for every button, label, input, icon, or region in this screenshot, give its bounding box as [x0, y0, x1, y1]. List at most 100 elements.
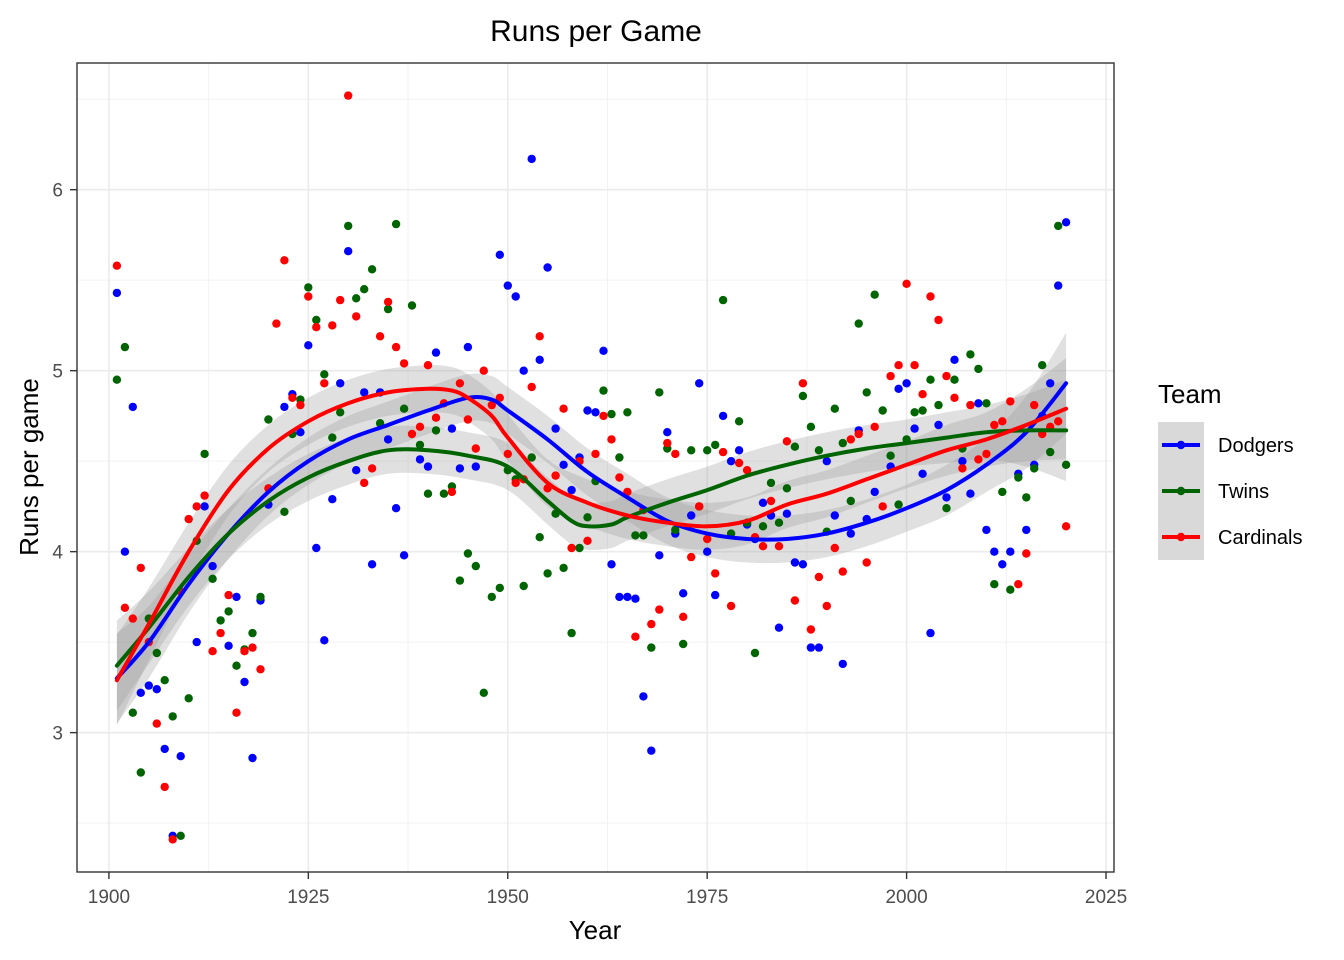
data-point: [1046, 447, 1055, 457]
data-point: [647, 643, 656, 652]
x-tick-label: 1950: [487, 887, 529, 908]
data-point: [407, 429, 417, 439]
data-point: [639, 531, 648, 540]
data-point: [671, 449, 680, 459]
data-point: [256, 665, 265, 674]
data-point: [726, 601, 736, 611]
data-point: [679, 589, 688, 598]
data-point: [431, 413, 441, 422]
data-point: [360, 478, 369, 488]
data-point: [383, 297, 393, 307]
data-point: [1014, 473, 1023, 482]
data-point: [1006, 547, 1015, 556]
data-point: [184, 694, 193, 703]
data-point: [200, 449, 209, 459]
legend-item-cardinals: Cardinals: [1158, 514, 1302, 560]
data-point: [982, 525, 991, 535]
legend-key-point: [1176, 440, 1186, 450]
data-point: [487, 400, 496, 410]
data-point: [352, 466, 361, 475]
data-point: [982, 449, 991, 459]
data-point: [567, 543, 576, 553]
data-point: [304, 341, 313, 350]
data-point: [599, 386, 608, 395]
data-point: [328, 495, 337, 504]
data-point: [200, 491, 209, 500]
data-point: [1022, 525, 1031, 535]
data-point: [399, 404, 409, 413]
data-point: [854, 319, 863, 328]
data-point: [583, 536, 592, 545]
data-point: [711, 590, 720, 600]
data-point: [926, 628, 935, 638]
data-point: [910, 361, 919, 370]
data-point: [312, 315, 321, 325]
data-point: [1030, 464, 1039, 473]
data-point: [455, 464, 465, 473]
data-point: [280, 256, 289, 265]
data-point: [296, 400, 305, 410]
data-point: [439, 489, 449, 498]
data-point: [495, 583, 504, 593]
data-point: [519, 366, 528, 375]
data-point: [711, 440, 720, 450]
data-point: [312, 323, 321, 332]
data-point: [471, 462, 480, 471]
data-point: [176, 752, 185, 761]
data-point: [894, 384, 903, 393]
data-point: [160, 744, 169, 754]
data-point: [918, 469, 927, 478]
data-point: [136, 563, 145, 573]
data-point: [894, 500, 903, 509]
data-point: [320, 370, 329, 379]
data-point: [431, 426, 441, 435]
data-point: [168, 835, 177, 844]
data-point: [615, 592, 624, 602]
data-point: [128, 708, 137, 717]
data-point: [296, 428, 305, 437]
data-point: [974, 399, 983, 408]
data-point: [288, 393, 297, 402]
data-point: [264, 415, 273, 424]
data-point: [1061, 218, 1071, 227]
data-point: [998, 487, 1007, 497]
data-point: [886, 451, 895, 460]
data-point: [487, 592, 496, 602]
data-point: [559, 460, 568, 469]
data-point: [391, 342, 401, 352]
data-point: [918, 406, 927, 415]
data-point: [990, 420, 999, 430]
data-point: [423, 462, 433, 471]
data-point: [966, 489, 975, 498]
legend: Team Dodgers Twins Cardinals: [1158, 379, 1302, 560]
data-point: [415, 455, 425, 464]
data-point: [399, 359, 409, 368]
data-point: [128, 402, 137, 412]
data-point: [240, 647, 249, 656]
chart-title: Runs per Game: [490, 15, 702, 48]
data-point: [703, 547, 712, 556]
data-point: [974, 455, 983, 464]
data-point: [734, 458, 744, 468]
data-point: [950, 375, 959, 384]
data-point: [934, 420, 943, 430]
data-point: [383, 435, 393, 444]
data-point: [559, 563, 568, 573]
x-tick-label: 2025: [1085, 887, 1127, 908]
data-point: [958, 457, 967, 466]
data-point: [216, 616, 225, 625]
data-point: [543, 569, 552, 578]
data-point: [790, 596, 800, 605]
data-point: [862, 388, 871, 397]
data-point: [551, 424, 560, 433]
data-point: [248, 643, 257, 652]
grid-lines: [77, 63, 1114, 872]
data-point: [1006, 397, 1015, 406]
data-point: [360, 388, 369, 397]
data-point: [607, 409, 616, 419]
data-point: [782, 437, 792, 446]
data-point: [647, 746, 656, 755]
data-point: [1061, 460, 1071, 469]
x-axis: 1900 1925 1950 1975 2000 2025: [88, 872, 1127, 908]
